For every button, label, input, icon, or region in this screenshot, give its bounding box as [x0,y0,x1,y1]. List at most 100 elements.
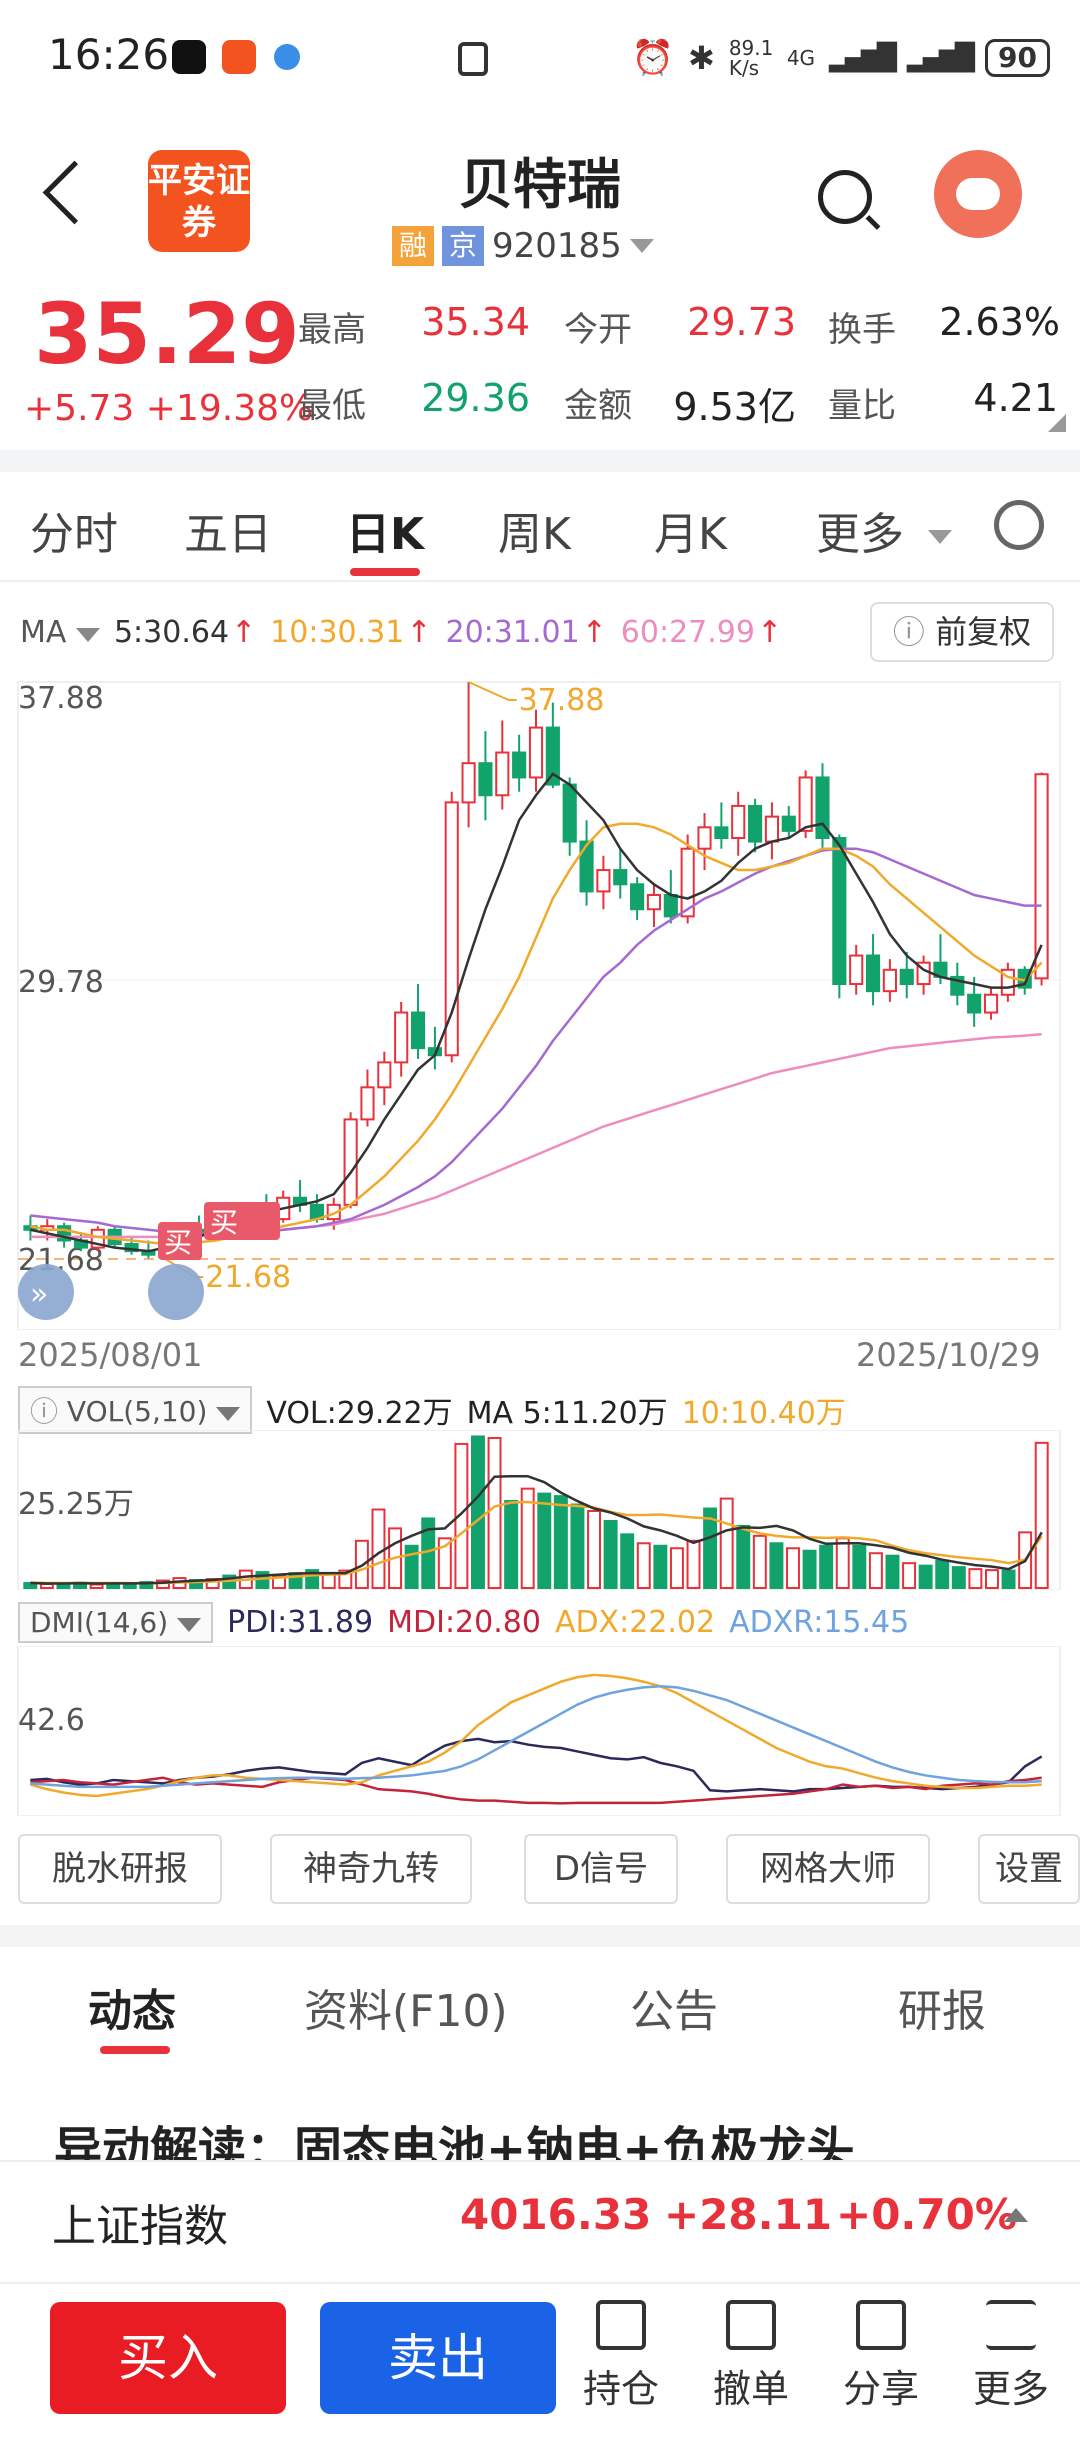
ma20-arrow-icon: ↑ [581,615,607,650]
candle [360,1086,375,1121]
double-chevron-icon: » [30,1277,48,1312]
tab-research[interactable]: 研报 [898,1986,986,2037]
more-button[interactable]: 更多 [956,2300,1066,2413]
volume-chart[interactable]: 25.25万 [0,1430,1080,1590]
buy-signal[interactable]: 买 买 [158,1202,280,1260]
volume-bar [902,1562,917,1589]
max-price-marker: 37.88 [519,683,605,718]
indicator-settings-button[interactable]: 设置 [978,1834,1080,1904]
expand-corner-icon[interactable] [1048,414,1066,432]
expand-left-icon[interactable] [18,1264,74,1320]
stock-tags[interactable]: 融 京 920185 [392,226,654,266]
volume-bar [719,1497,734,1589]
volume-indicator-selector[interactable]: ⓘ VOL(5,10) [18,1386,253,1434]
candle [832,837,847,986]
candle [748,804,763,843]
share-icon [856,2300,906,2350]
volume-bar [802,1549,817,1589]
price-adjust-button[interactable]: ⓘ 前复权 [870,602,1054,662]
alarm-icon: ⏰ [631,38,675,78]
candle [613,869,628,886]
tab-weekly-k[interactable]: 周K [498,509,571,560]
d-signal-button[interactable]: D信号 [524,1834,678,1904]
news-headline[interactable]: 异动解读：固态电池+钠电+负极龙头 [54,2122,855,2160]
cancel-order-icon [726,2300,776,2350]
tab-monthly-k[interactable]: 月K [654,509,727,560]
ma-selector[interactable]: MA [20,615,100,650]
back-icon[interactable] [42,160,107,225]
share-button[interactable]: 分享 [826,2300,936,2413]
assistant-avatar[interactable] [934,150,1022,238]
holdings-icon [596,2300,646,2350]
ma5-arrow-icon: ↑ [231,615,257,650]
chevron-down-icon [75,628,100,642]
tab-daily-k[interactable]: 日K [346,509,425,560]
turnover-label: 换手 [828,310,896,350]
volume-bar [819,1544,834,1589]
dmi-chart[interactable]: 42.6 [0,1646,1080,1816]
gear-icon[interactable] [994,500,1044,550]
candle [528,726,544,779]
high-value: 35.34 [421,300,530,344]
candle [495,751,510,797]
candle [630,883,645,911]
volume-bars [23,1435,1049,1590]
min-price-marker: 21.68 [205,1260,291,1295]
signal-icon: ▂▄▆█ [829,43,897,73]
grid-master-button[interactable]: 网格大师 [726,1834,930,1904]
cancel-order-button[interactable]: 撤单 [696,2300,806,2413]
tab-more[interactable]: 更多 [816,498,952,562]
tab-intraday[interactable]: 分时 [30,509,118,560]
ma10-line [30,822,1043,1246]
volume-bar [703,1507,718,1589]
volume-bar [553,1495,568,1589]
active-content-tab-indicator [100,2046,170,2054]
chevron-down-icon [928,530,952,544]
buy-signal-label: 买 [210,1206,238,1239]
holdings-button[interactable]: 持仓 [566,2300,676,2413]
pdi-value: PDI:31.89 [227,1605,374,1640]
search-icon[interactable] [818,170,872,224]
cancel-order-label: 撤单 [712,2367,789,2411]
candle [512,751,527,779]
more-label: 更多 [972,2367,1049,2411]
tab-news[interactable]: 动态 [88,1986,176,2037]
magic-nine-button[interactable]: 神奇九转 [270,1834,472,1904]
dewater-report-button[interactable]: 脱水研报 [18,1834,222,1904]
ma5-value: 5:30.64 [113,615,230,650]
chevron-down-icon [177,1618,202,1632]
low-value: 29.36 [421,376,530,420]
chevron-down-icon [216,1407,241,1421]
ma-lines [30,772,1043,1253]
tab-five-day[interactable]: 五日 [184,509,272,560]
max-marker-leader [468,681,517,701]
candle [663,893,678,918]
open-value: 29.73 [687,300,796,344]
ma-label: MA [20,615,67,650]
volume-bar [653,1544,668,1589]
volume-bar [868,1552,883,1589]
buy-button[interactable]: 买入 [50,2302,286,2414]
volume-bar [935,1559,950,1589]
chevron-down-icon [629,239,654,253]
tab-announcements[interactable]: 公告 [630,1986,718,2037]
ma5-line [30,772,1043,1253]
price-change: +5.73 +19.38% [24,388,313,429]
tab-profile-f10[interactable]: 资料(F10) [304,1986,508,2037]
chevron-up-icon[interactable] [1004,2208,1028,2222]
candle [781,815,796,832]
ma20-value: 20:31.01 [445,615,580,650]
dmi-indicator-selector[interactable]: DMI(14,6) [18,1602,214,1643]
volume-bar [736,1524,751,1590]
candle [798,776,813,832]
candle [865,954,881,993]
sell-button[interactable]: 卖出 [320,2302,556,2414]
kline-chart[interactable]: 37.88 29.78 21.68 37.88 21.68 买 买 » [0,670,1080,1330]
volume-title: VOL(5,10) [66,1395,208,1428]
index-ticker-bar[interactable] [0,2160,1080,2284]
drawing-tool-icon[interactable] [148,1264,204,1320]
section-divider [0,450,1080,472]
candle [596,869,611,893]
section-divider [0,1925,1080,1947]
broker-logo: 平安证券 [148,150,250,252]
